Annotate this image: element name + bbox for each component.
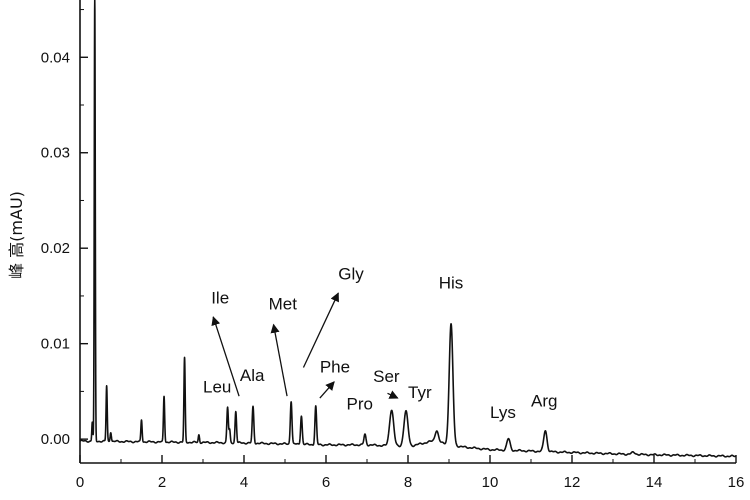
x-tick-label: 10 (482, 474, 499, 491)
peak-label-pro: Pro (347, 395, 373, 414)
peak-label-gly: Gly (338, 265, 364, 284)
y-tick-label: 0.01 (41, 336, 70, 353)
peak-label-his: His (439, 273, 464, 292)
peak-arrow-ser (387, 390, 399, 399)
peak-label-tyr: Tyr (408, 383, 432, 402)
x-tick-label: 8 (404, 474, 412, 491)
peak-label-ile: Ile (211, 289, 229, 308)
peak-arrow-met (270, 323, 288, 397)
x-tick-label: 2 (158, 474, 166, 491)
y-tick-label: 0.04 (41, 49, 70, 66)
peak-label-arg: Arg (531, 392, 557, 411)
x-tick-label: 0 (76, 474, 84, 491)
x-tick-label: 14 (646, 474, 663, 491)
x-tick-label: 12 (564, 474, 581, 491)
peak-label-leu: Leu (203, 377, 231, 396)
peak-label-ser: Ser (373, 367, 400, 386)
x-tick-label: 4 (240, 474, 248, 491)
peak-label-met: Met (269, 294, 298, 313)
x-tick-label: 16 (728, 474, 745, 491)
x-tick-label: 6 (322, 474, 330, 491)
peak-arrow-ile (211, 316, 240, 397)
peak-label-phe: Phe (320, 357, 350, 376)
y-tick-label: 0.03 (41, 145, 70, 162)
peak-label-ala: Ala (240, 366, 265, 385)
chromatogram-trace (79, 0, 737, 458)
y-axis-label: 峰 高(mAU) (7, 191, 26, 279)
y-tick-label: 0.02 (41, 240, 70, 257)
y-tick-label: 0.00 (41, 431, 70, 448)
peak-arrow-phe (319, 381, 335, 399)
peak-arrow-gly (302, 292, 339, 368)
peak-label-lys: Lys (490, 403, 516, 422)
